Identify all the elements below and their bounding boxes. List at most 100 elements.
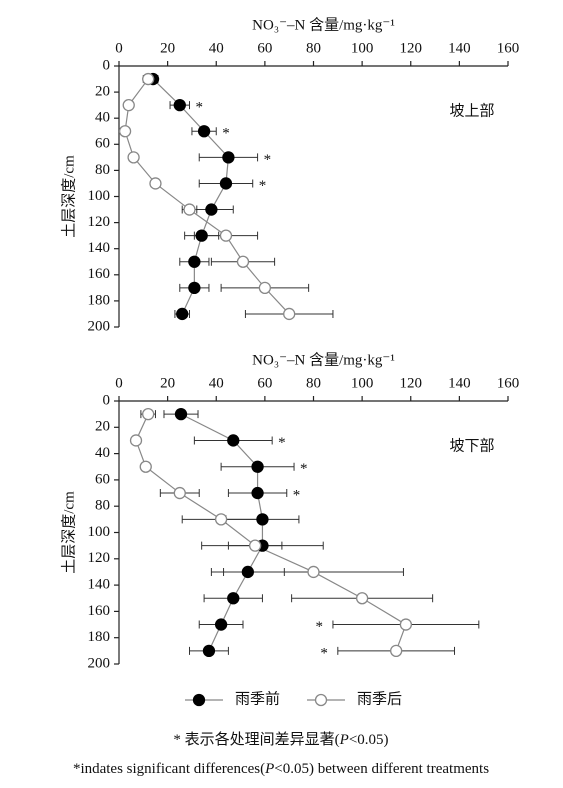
y-tick-label: 120: [88, 214, 111, 230]
y-tick-label: 20: [95, 419, 110, 435]
significance-mark: *: [278, 435, 286, 451]
x-tick-label: 100: [351, 40, 374, 56]
x-tick-label: 80: [306, 375, 321, 391]
marker: [222, 151, 235, 164]
caption-cn: * 表示各处理间差异显著(P<0.05): [173, 731, 388, 748]
x-tick-label: 20: [160, 40, 175, 56]
marker: [122, 99, 135, 112]
y-tick-label: 60: [95, 471, 110, 487]
marker: [139, 460, 152, 473]
marker: [174, 407, 188, 421]
marker: [173, 486, 186, 500]
marker: [399, 618, 413, 631]
y-axis-label: 土层深度/cm: [60, 155, 77, 238]
series-line: [124, 78, 290, 315]
significance-mark: *: [315, 619, 323, 635]
y-axis-label: 土层深度/cm: [60, 491, 77, 574]
y-tick-label: 200: [88, 318, 111, 334]
significance-mark: *: [300, 461, 308, 477]
marker: [219, 229, 233, 242]
marker: [173, 99, 186, 112]
marker: [248, 539, 262, 552]
marker: [118, 125, 132, 138]
marker: [227, 434, 240, 447]
y-tick-label: 200: [88, 655, 111, 671]
marker: [219, 177, 233, 190]
legend-marker: [314, 693, 328, 707]
caption-part: P: [264, 761, 274, 777]
y-tick-label: 80: [95, 162, 110, 178]
marker: [202, 644, 216, 657]
caption-part: *indates significant differences(: [73, 761, 265, 777]
x-tick-label: 120: [400, 375, 423, 391]
x-tick-label: 40: [209, 375, 224, 391]
y-tick-label: 120: [88, 550, 111, 566]
y-tick-label: 40: [95, 110, 110, 126]
legend-marker: [192, 693, 206, 707]
marker: [390, 644, 403, 657]
y-tick-label: 160: [88, 603, 111, 619]
x-tick-label: 160: [497, 40, 520, 56]
y-tick-label: 0: [103, 392, 111, 408]
marker: [258, 281, 272, 295]
significance-mark: *: [293, 487, 301, 503]
x-tick-label: 120: [400, 40, 423, 56]
y-tick-label: 180: [88, 292, 111, 308]
marker: [129, 434, 143, 447]
panel-label: 坡下部: [449, 437, 494, 454]
marker: [205, 203, 218, 216]
marker: [195, 229, 208, 242]
y-tick-label: 20: [95, 84, 110, 100]
significance-mark: *: [196, 100, 204, 116]
caption-part: <0.05) between different treatments: [274, 761, 489, 777]
caption-part: * 表示各处理间差异显著(: [173, 731, 339, 748]
x-tick-label: 160: [497, 375, 520, 391]
marker: [142, 407, 155, 421]
panel-label: 坡上部: [449, 102, 494, 119]
y-tick-label: 100: [88, 524, 111, 540]
series-line: [180, 413, 264, 652]
marker: [227, 592, 240, 605]
marker: [188, 255, 201, 268]
y-tick-label: 0: [103, 57, 111, 73]
marker: [183, 203, 196, 216]
marker: [251, 460, 264, 473]
caption-part: <0.05): [349, 732, 389, 748]
significance-mark: *: [259, 178, 267, 194]
marker: [283, 307, 296, 321]
x-axis-label: NO₃⁻–N 含量/mg·kg⁻¹: [252, 16, 395, 33]
x-tick-label: 0: [115, 40, 123, 56]
marker: [188, 281, 201, 295]
marker: [236, 255, 250, 268]
legend-label: 雨季前: [235, 690, 280, 707]
y-tick-label: 140: [88, 577, 111, 593]
marker: [251, 486, 264, 500]
marker: [127, 151, 140, 164]
marker: [197, 125, 211, 138]
x-axis-label: NO₃⁻–N 含量/mg·kg⁻¹: [252, 351, 395, 368]
x-tick-label: 60: [257, 40, 272, 56]
y-tick-label: 140: [88, 240, 111, 256]
marker: [142, 72, 155, 86]
series-line: [135, 413, 407, 652]
y-tick-label: 160: [88, 266, 111, 282]
y-tick-label: 40: [95, 445, 110, 461]
marker: [176, 307, 189, 321]
legend-label: 雨季后: [357, 690, 402, 707]
x-tick-label: 0: [115, 375, 123, 391]
x-tick-label: 80: [306, 40, 321, 56]
x-tick-label: 60: [257, 375, 272, 391]
x-tick-label: 140: [448, 40, 471, 56]
y-tick-label: 80: [95, 498, 110, 514]
x-tick-label: 140: [448, 375, 471, 391]
y-tick-label: 100: [88, 188, 111, 204]
marker: [241, 565, 255, 579]
marker: [256, 513, 269, 526]
caption-part: P: [339, 732, 349, 748]
marker: [149, 177, 162, 190]
x-tick-label: 40: [209, 40, 224, 56]
marker: [214, 618, 228, 631]
marker: [355, 592, 369, 605]
x-tick-label: 20: [160, 375, 175, 391]
